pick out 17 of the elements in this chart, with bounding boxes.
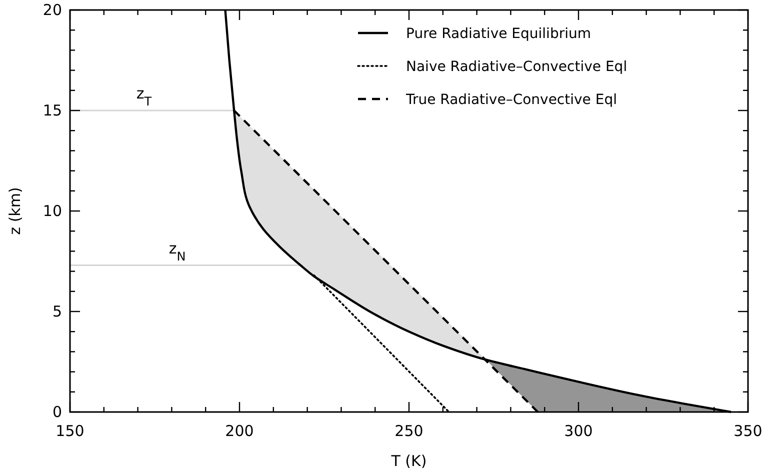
x-axis-title: T (K) xyxy=(390,452,427,470)
legend-label: Pure Radiative Equilibrium xyxy=(406,26,591,42)
y-tick-label: 15 xyxy=(42,102,62,120)
y-tick-label: 10 xyxy=(42,202,62,220)
x-tick-label: 150 xyxy=(56,422,84,440)
y-axis-title: z (km) xyxy=(6,187,24,235)
y-tick-label: 20 xyxy=(42,1,62,19)
x-tick-label: 200 xyxy=(225,422,254,440)
y-tick-label: 0 xyxy=(52,403,62,421)
x-tick-label: 250 xyxy=(394,422,424,440)
legend-label: Naive Radiative–Convective Eql xyxy=(406,59,628,75)
ref-line-label: z$_{T}$ xyxy=(136,84,152,108)
ref-line-label: z$_{N}$ xyxy=(168,239,186,264)
legend-label: True Radiative–Convective Eql xyxy=(405,92,617,108)
y-tick-label: 5 xyxy=(52,302,62,320)
x-tick-label: 350 xyxy=(734,422,762,440)
x-tick-label: 300 xyxy=(564,422,593,440)
